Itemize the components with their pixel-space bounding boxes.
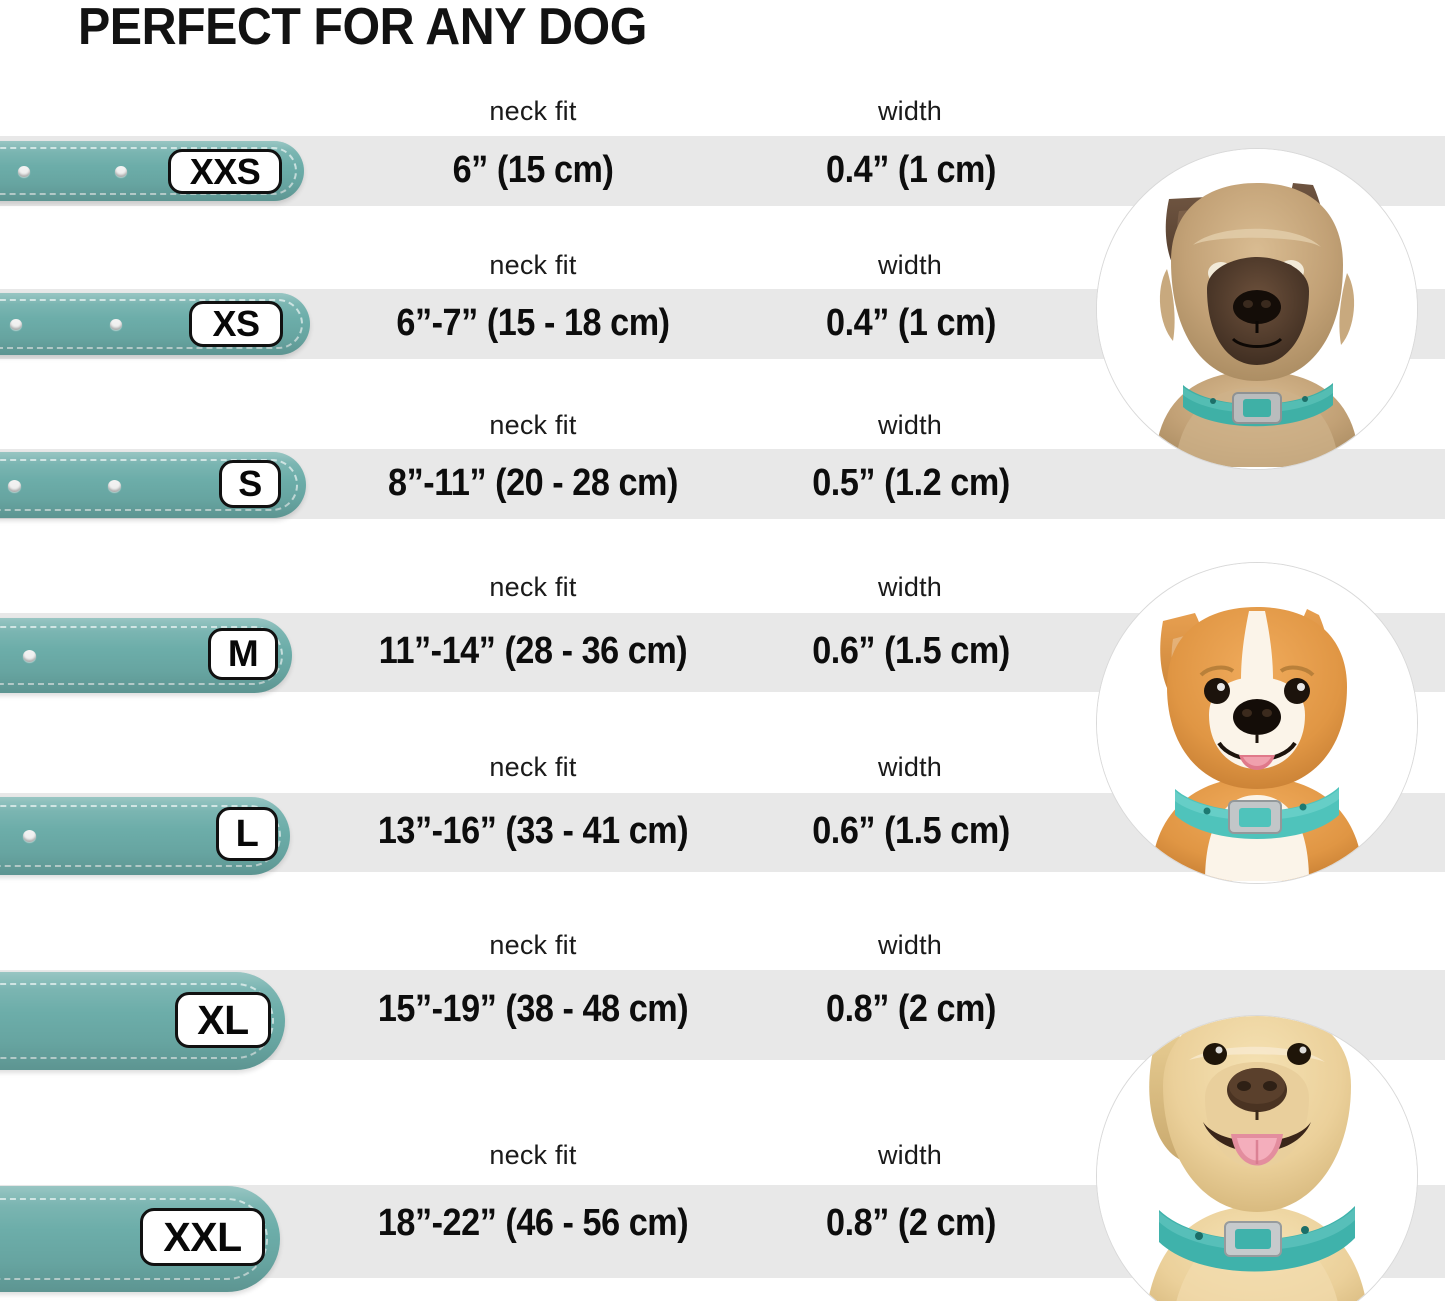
dog-photo-labrador xyxy=(1096,1015,1418,1301)
size-badge-m: M xyxy=(208,628,278,680)
column-header-width-xs: width xyxy=(877,250,943,280)
column-header-width-xl: width xyxy=(877,930,943,960)
dog-photo-cairn-terrier xyxy=(1096,148,1418,470)
grommet-hole xyxy=(10,319,22,330)
grommet-hole xyxy=(108,480,121,492)
size-badge-xs: XS xyxy=(189,301,283,347)
size-badge-label: XL xyxy=(197,996,249,1043)
width-value-l: 0.6” (1.5 cm) xyxy=(812,810,1010,852)
size-badge-label: XXS xyxy=(189,150,261,192)
neck-fit-value-xxl: 18”-22” (46 - 56 cm) xyxy=(377,1202,689,1244)
width-value-xxs: 0.4” (1 cm) xyxy=(826,149,996,191)
column-header-neck-fit-l: neck fit xyxy=(489,752,577,782)
column-header-neck-fit-xxs: neck fit xyxy=(489,96,577,126)
column-header-width-s: width xyxy=(877,410,943,440)
neck-fit-value-m: 11”-14” (28 - 36 cm) xyxy=(378,630,688,672)
width-value-xxl: 0.8” (2 cm) xyxy=(826,1202,996,1244)
neck-fit-value-xl: 15”-19” (38 - 48 cm) xyxy=(377,988,689,1030)
size-badge-label: M xyxy=(227,633,259,674)
size-badge-label: L xyxy=(235,812,259,855)
neck-fit-value-xxs: 6” (15 cm) xyxy=(452,149,614,191)
grommet-hole xyxy=(8,480,21,492)
neck-fit-value-s: 8”-11” (20 - 28 cm) xyxy=(388,462,678,504)
width-value-m: 0.6” (1.5 cm) xyxy=(812,630,1010,672)
column-header-neck-fit-xl: neck fit xyxy=(489,930,577,960)
teal-collar xyxy=(1159,1206,1355,1272)
size-badge-xl: XL xyxy=(175,992,271,1048)
width-value-xl: 0.8” (2 cm) xyxy=(826,988,996,1030)
labrador-illustration xyxy=(1097,1016,1417,1301)
size-badge-xxs: XXS xyxy=(168,149,282,194)
dog-photo-corgi xyxy=(1096,562,1418,884)
column-header-width-xxs: width xyxy=(877,96,943,126)
size-badge-label: XS xyxy=(212,303,260,344)
width-value-s: 0.5” (1.2 cm) xyxy=(812,462,1010,504)
grommet-hole xyxy=(110,319,122,330)
column-header-width-xxl: width xyxy=(877,1140,943,1170)
column-header-neck-fit-xxl: neck fit xyxy=(489,1140,577,1170)
neck-fit-value-l: 13”-16” (33 - 41 cm) xyxy=(377,810,689,852)
size-badge-xxl: XXL xyxy=(140,1208,265,1266)
grommet-hole xyxy=(23,650,36,662)
grommet-hole xyxy=(23,830,36,842)
size-badge-label: S xyxy=(238,463,262,504)
column-header-neck-fit-m: neck fit xyxy=(489,572,577,602)
size-badge-l: L xyxy=(216,807,278,861)
neck-fit-value-xs: 6”-7” (15 - 18 cm) xyxy=(396,302,670,344)
size-badge-s: S xyxy=(219,460,281,508)
grommet-hole xyxy=(115,166,127,177)
cairn-terrier-illustration xyxy=(1097,149,1417,469)
page-title: PERFECT FOR ANY DOG xyxy=(78,0,647,56)
size-badge-label: XXL xyxy=(163,1213,242,1260)
column-header-width-l: width xyxy=(877,752,943,782)
width-value-xs: 0.4” (1 cm) xyxy=(826,302,996,344)
grommet-hole xyxy=(18,166,30,177)
column-header-width-m: width xyxy=(877,572,943,602)
column-header-neck-fit-xs: neck fit xyxy=(489,250,577,280)
column-header-neck-fit-s: neck fit xyxy=(489,410,577,440)
corgi-illustration xyxy=(1097,563,1417,883)
